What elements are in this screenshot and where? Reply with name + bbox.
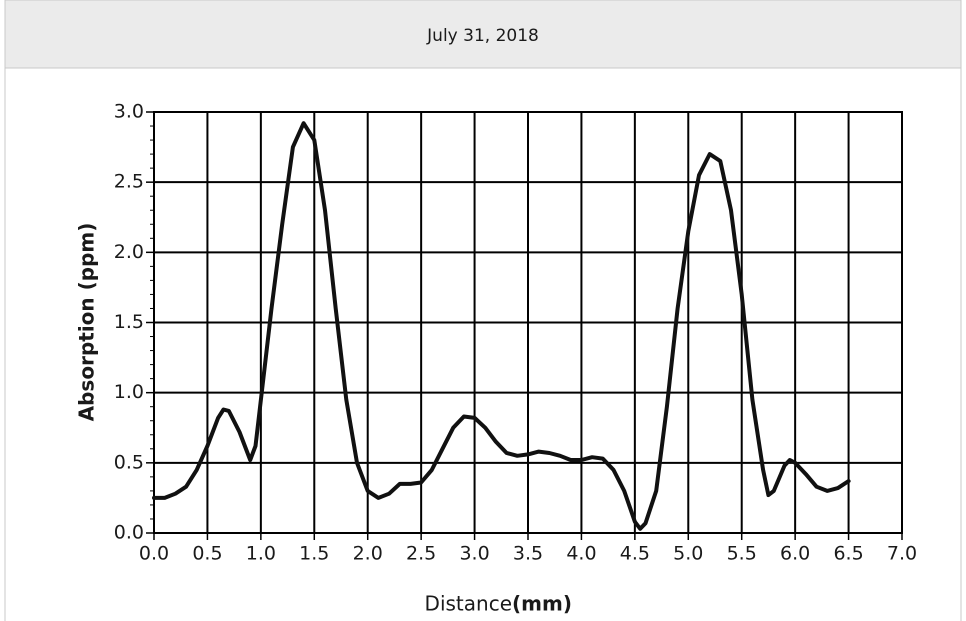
- x-tick-label: 5.5: [727, 543, 757, 565]
- y-tick-label: 0.0: [114, 522, 144, 544]
- y-axis-title: Absorption (ppm): [75, 223, 99, 422]
- x-axis-title: Distance: [425, 592, 512, 616]
- x-tick-label: 3.0: [459, 543, 489, 565]
- x-tick-label: 2.5: [406, 543, 436, 565]
- x-tick-label: 4.0: [566, 543, 596, 565]
- header-band: [4, 0, 962, 69]
- data-line: [152, 121, 851, 531]
- x-tick-label: 0.0: [139, 543, 169, 565]
- y-tick-label: 3.0: [114, 101, 144, 123]
- y-tick-label: 0.5: [114, 451, 144, 473]
- y-tick-label: 1.5: [114, 311, 144, 333]
- plot-frame: [153, 111, 903, 534]
- x-tick-label: 1.5: [299, 543, 329, 565]
- x-tick-label: 3.5: [513, 543, 543, 565]
- x-tick-label: 6.0: [780, 543, 810, 565]
- x-tick-label: 7.0: [887, 543, 917, 565]
- x-tick-label: 1.0: [246, 543, 276, 565]
- y-tick-label: 1.0: [114, 381, 144, 403]
- x-axis-unit: (mm): [512, 592, 572, 616]
- x-tick-label: 4.5: [620, 543, 650, 565]
- y-tick-label: 2.5: [114, 171, 144, 193]
- x-tick-label: 2.0: [353, 543, 383, 565]
- x-tick-label: 0.5: [192, 543, 222, 565]
- header-title: July 31, 2018: [426, 26, 539, 46]
- x-tick-label: 5.0: [673, 543, 703, 565]
- x-tick-label: 6.5: [833, 543, 863, 565]
- y-tick-label: 2.0: [114, 241, 144, 263]
